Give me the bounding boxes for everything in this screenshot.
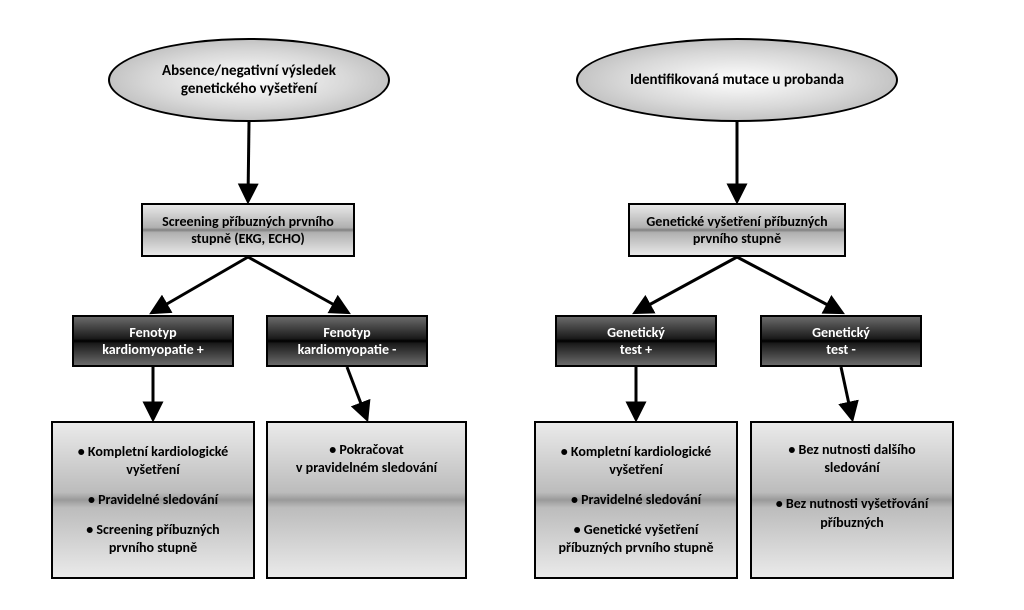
- list-1-item-2: • Screening příbuzných prvního stupně: [65, 521, 241, 557]
- list-1-item-1: • Pravidelné sledování: [65, 491, 241, 509]
- ellipse-right-text: Identifikovaná mutace u probanda: [630, 71, 844, 89]
- rect-dark-1: Fenotypkardiomyopatie +: [72, 315, 234, 367]
- list-3: • Kompletní kardiologické vyšetření • Pr…: [534, 421, 738, 579]
- rect-light-left: Screening příbuzných prvníhostupně (EKG,…: [141, 203, 355, 257]
- list-1: • Kompletní kardiologické vyšetření • Pr…: [51, 421, 255, 579]
- list-1-item-0: • Kompletní kardiologické vyšetření: [65, 443, 241, 479]
- rect-dark-4-text: Genetickýtest -: [812, 324, 870, 359]
- rect-light-right-text: Genetické vyšetření příbuznýchprvního st…: [646, 213, 827, 248]
- ellipse-left: Absence/negativní výsledekgenetického vy…: [108, 38, 390, 122]
- rect-dark-2-text: Fenotypkardiomyopatie -: [298, 324, 397, 359]
- list-4-item-1: • Bez nutnosti vyšetřování příbuzných: [764, 495, 940, 531]
- ellipse-left-text: Absence/negativní výsledekgenetického vy…: [162, 62, 336, 98]
- rect-dark-3: Genetickýtest +: [555, 315, 717, 367]
- ellipse-right: Identifikovaná mutace u probanda: [576, 38, 898, 122]
- rect-dark-1-text: Fenotypkardiomyopatie +: [102, 324, 204, 359]
- list-4: • Bez nutnosti dalšího sledování • Bez n…: [750, 421, 954, 579]
- list-4-item-0: • Bez nutnosti dalšího sledování: [764, 441, 940, 477]
- list-3-item-0: • Kompletní kardiologické vyšetření: [548, 443, 724, 479]
- rect-dark-3-text: Genetickýtest +: [607, 324, 665, 359]
- list-3-item-1: • Pravidelné sledování: [548, 491, 724, 509]
- rect-light-left-text: Screening příbuzných prvníhostupně (EKG,…: [162, 213, 334, 248]
- list-2-item-0: • Pokračovatv pravidelném sledování: [280, 441, 453, 477]
- list-3-item-2: • Genetické vyšetření příbuzných prvního…: [548, 521, 724, 557]
- list-2: • Pokračovatv pravidelném sledování: [266, 421, 467, 579]
- rect-dark-4: Genetickýtest -: [760, 315, 922, 367]
- rect-dark-2: Fenotypkardiomyopatie -: [266, 315, 428, 367]
- rect-light-right: Genetické vyšetření příbuznýchprvního st…: [628, 203, 846, 257]
